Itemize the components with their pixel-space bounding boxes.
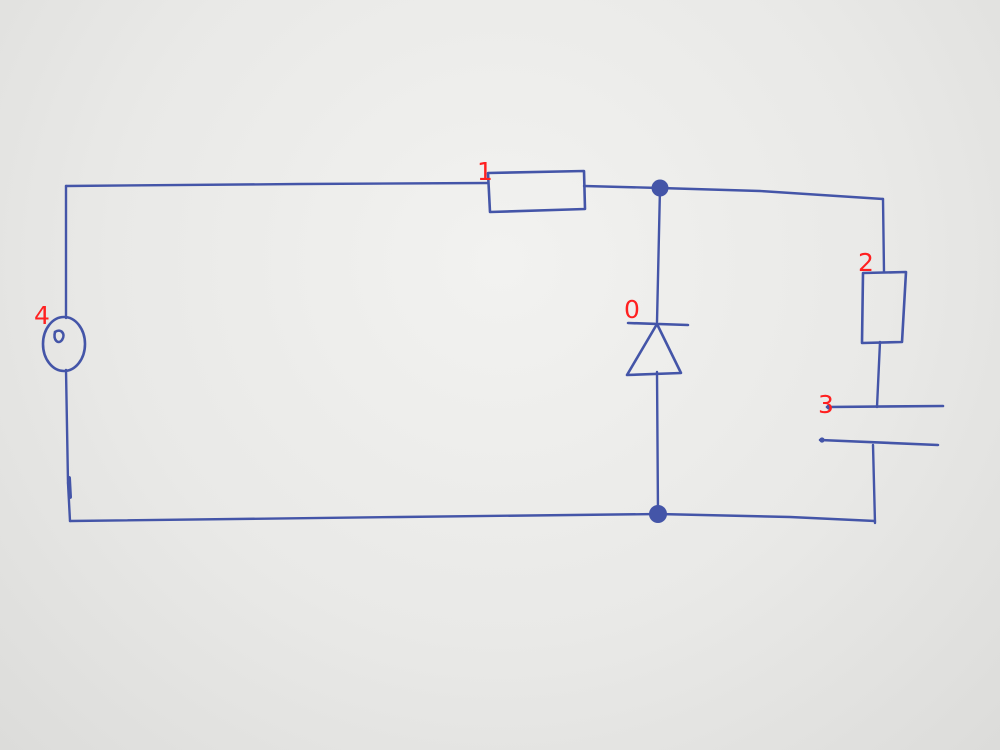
circuit-ink (41, 169, 945, 525)
voltage-source-circle (41, 315, 87, 373)
wire-top-middle (582, 184, 662, 190)
wire-diode-lower (655, 370, 660, 516)
label-diode: 0 (624, 295, 640, 324)
wire-top-right (658, 186, 885, 201)
component-labels: 0 1 2 3 4 (34, 157, 874, 419)
capacitor-top-plate (825, 404, 945, 409)
capacitor-plate-end-dot (819, 437, 825, 443)
label-capacitor: 3 (818, 390, 834, 419)
diode-triangle (625, 322, 683, 377)
wire-bottom-right (656, 512, 877, 523)
wire-bottom-left (68, 512, 660, 523)
resistor-right-body (860, 270, 908, 345)
wire-right-upper (881, 197, 886, 274)
wire-left-pen-mark (67, 476, 72, 499)
wire-right-middle (875, 340, 882, 409)
label-voltage-source: 4 (34, 301, 50, 330)
wire-left-middle (64, 368, 70, 485)
label-resistor-right: 2 (858, 248, 874, 277)
junction-top (651, 179, 669, 197)
capacitor-bottom-plate (818, 438, 940, 447)
wire-right-lower (871, 443, 877, 525)
resistor-top-body (486, 169, 587, 214)
junction-bottom (649, 505, 667, 523)
label-resistor-top: 1 (477, 157, 493, 186)
wire-top-left (64, 181, 490, 188)
wire-diode-upper (655, 186, 662, 324)
capacitor-top-end-dot (826, 404, 832, 410)
voltage-source-inner-mark (53, 329, 65, 344)
